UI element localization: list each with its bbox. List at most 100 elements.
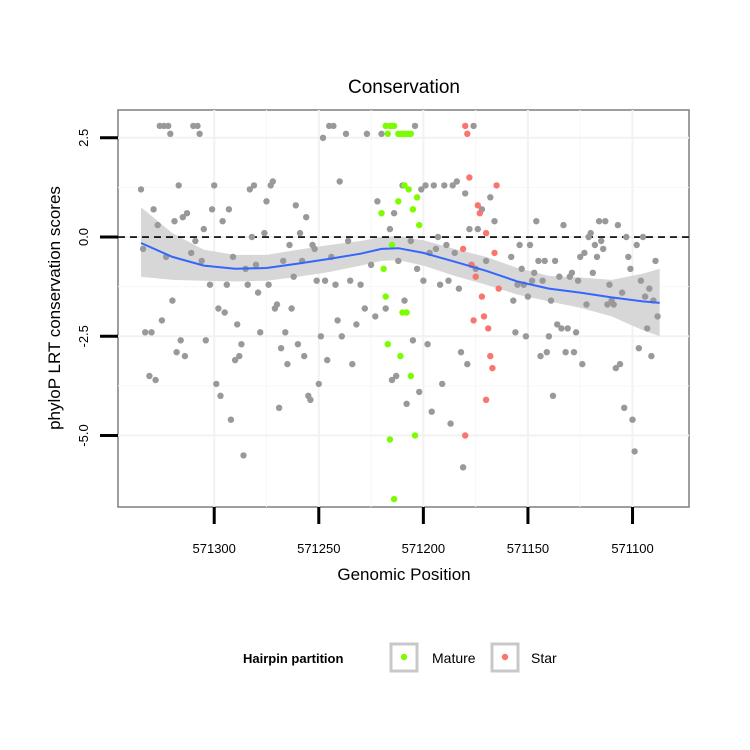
point-other xyxy=(200,225,207,233)
point-other xyxy=(223,281,230,288)
point-other xyxy=(524,293,532,300)
point-other xyxy=(240,452,247,459)
point-other xyxy=(246,186,253,193)
point-other xyxy=(574,277,582,284)
point-other xyxy=(294,341,302,348)
point-other xyxy=(372,313,379,320)
point-mature xyxy=(403,309,410,316)
point-other xyxy=(137,186,145,193)
point-other xyxy=(179,214,186,221)
legend-marker-star xyxy=(501,653,509,661)
point-other xyxy=(307,396,314,403)
point-other xyxy=(623,233,630,241)
point-other xyxy=(612,364,619,372)
point-other xyxy=(545,333,553,340)
legend: Hairpin partition Mature Star xyxy=(243,642,557,673)
point-other xyxy=(418,186,425,193)
point-other xyxy=(357,281,364,288)
point-other xyxy=(428,408,435,415)
point-other xyxy=(269,178,276,185)
point-other xyxy=(280,257,287,265)
point-other xyxy=(175,182,182,189)
point-other xyxy=(338,333,345,340)
point-other xyxy=(430,182,437,189)
point-other xyxy=(146,372,153,380)
point-star xyxy=(466,174,473,181)
point-other xyxy=(154,221,161,229)
x-tick-label: 571250 xyxy=(297,541,340,556)
point-other xyxy=(466,225,473,233)
point-other xyxy=(508,253,515,261)
point-other xyxy=(654,313,661,320)
point-other xyxy=(311,245,318,253)
point-other xyxy=(231,356,239,364)
point-other xyxy=(374,198,381,205)
smooth-line xyxy=(140,242,660,304)
point-other xyxy=(547,297,555,304)
y-tick-label: -2.5 xyxy=(76,325,91,347)
point-other xyxy=(583,301,590,308)
point-other xyxy=(319,134,327,141)
point-other xyxy=(560,221,567,229)
point-other xyxy=(646,285,653,292)
point-other xyxy=(549,392,557,399)
point-other xyxy=(409,337,417,344)
point-other xyxy=(644,325,651,332)
point-other xyxy=(593,253,601,261)
point-other xyxy=(424,341,431,348)
point-mature xyxy=(390,495,398,503)
point-other xyxy=(229,253,237,261)
point-star xyxy=(487,352,494,360)
point-other xyxy=(627,265,634,272)
point-other xyxy=(531,269,538,276)
point-other xyxy=(482,257,490,265)
point-other xyxy=(554,321,561,328)
point-other xyxy=(464,360,471,368)
point-other xyxy=(407,237,414,245)
point-other xyxy=(257,329,264,336)
point-other xyxy=(512,329,519,336)
point-other xyxy=(188,249,195,257)
point-other xyxy=(625,253,632,261)
point-other xyxy=(631,448,638,455)
point-other xyxy=(386,225,394,233)
point-other xyxy=(221,309,228,316)
point-other xyxy=(518,265,525,272)
point-star xyxy=(495,285,502,292)
point-other xyxy=(539,277,546,284)
point-other xyxy=(296,229,304,237)
point-other xyxy=(196,130,203,137)
point-star xyxy=(482,396,490,403)
point-other xyxy=(516,241,523,249)
point-other xyxy=(403,400,410,407)
point-mature xyxy=(405,186,412,193)
point-other xyxy=(587,229,594,237)
point-other xyxy=(602,218,609,225)
point-other xyxy=(457,349,465,356)
point-other xyxy=(169,297,176,304)
y-axis: 2.5 0.0 -2.5 -5.0 xyxy=(76,129,118,447)
point-other xyxy=(198,257,205,265)
point-other xyxy=(455,285,463,292)
point-mature xyxy=(413,194,421,201)
point-other xyxy=(165,122,172,130)
point-other xyxy=(436,281,444,288)
point-other xyxy=(589,269,596,276)
point-other xyxy=(382,305,389,312)
x-tick-label: 571150 xyxy=(507,541,549,556)
point-other xyxy=(600,245,607,253)
point-other xyxy=(142,329,149,336)
point-other xyxy=(635,345,642,352)
point-other xyxy=(581,249,588,257)
point-other xyxy=(158,317,166,324)
point-other xyxy=(265,281,272,288)
point-other xyxy=(641,293,649,300)
point-other xyxy=(344,237,352,245)
point-other xyxy=(263,198,270,205)
point-other xyxy=(202,337,209,344)
point-other xyxy=(411,122,419,130)
point-star xyxy=(459,245,467,253)
point-other xyxy=(556,273,563,280)
point-other xyxy=(434,233,442,241)
point-star xyxy=(493,182,500,189)
